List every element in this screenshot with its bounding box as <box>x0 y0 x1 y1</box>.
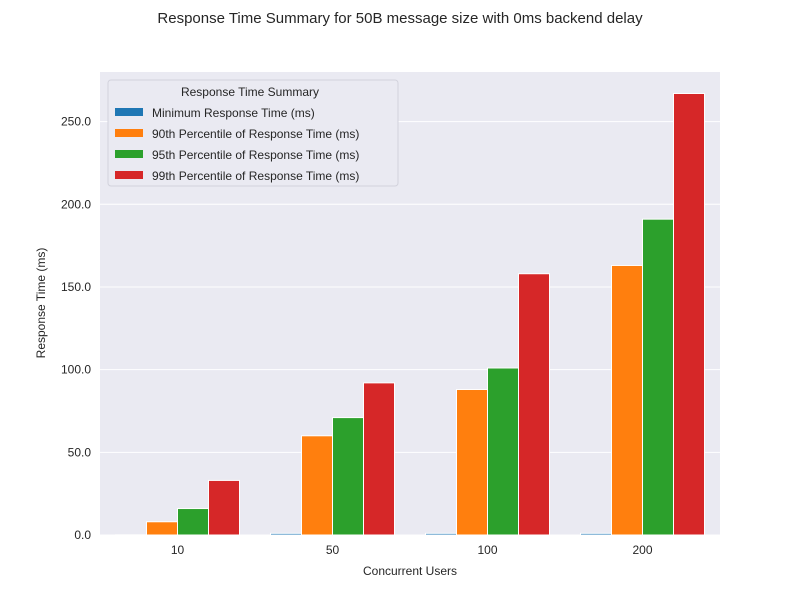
chart-title: Response Time Summary for 50B message si… <box>157 10 643 27</box>
y-tick-label: 0.0 <box>74 528 91 542</box>
legend-box <box>107 79 399 187</box>
x-tick-label: 100 <box>477 543 497 557</box>
x-axis: 10 50 100 200 <box>171 543 653 557</box>
bar-100-series-1 <box>425 532 457 536</box>
bar-100-series-4 <box>518 273 550 536</box>
y-tick-label: 250.0 <box>61 115 91 129</box>
bar-10-series-2 <box>146 521 178 536</box>
legend-swatch-series-2 <box>115 129 143 137</box>
bar-10-series-4 <box>208 479 240 536</box>
legend-items: Minimum Response Time (ms) 90th Percentil… <box>115 106 359 183</box>
legend-label-series-2: 90th Percentile of Response Time (ms) <box>152 127 359 141</box>
bar-100-series-3 <box>487 367 519 536</box>
bar-200-series-3 <box>642 218 674 536</box>
bar-50-series-1 <box>270 532 302 536</box>
y-tick-label: 200.0 <box>61 197 91 211</box>
legend-swatch-series-4 <box>115 171 143 179</box>
legend-swatch-series-1 <box>115 108 143 116</box>
x-tick-label: 200 <box>632 543 652 557</box>
x-axis-label: Concurrent Users <box>363 564 457 578</box>
y-tick-label: 150.0 <box>61 280 91 294</box>
bar-10-series-3 <box>177 508 209 536</box>
legend-title: Response Time Summary <box>181 85 319 99</box>
x-tick-label: 50 <box>326 543 340 557</box>
legend-label-series-3: 95th Percentile of Response Time (ms) <box>152 148 359 162</box>
bar-200-series-1 <box>580 532 612 536</box>
legend-swatch-series-3 <box>115 150 143 158</box>
bars <box>115 92 705 536</box>
bar-100-series-2 <box>456 388 488 536</box>
bar-200-series-4 <box>673 92 705 536</box>
x-tick-label: 10 <box>171 543 185 557</box>
legend: Response Time Summary Minimum Response T… <box>107 79 399 187</box>
y-tick-label: 100.0 <box>61 363 91 377</box>
bar-200-series-2 <box>611 264 643 536</box>
y-tick-label: 50.0 <box>68 445 92 459</box>
y-axis-label: Response Time (ms) <box>34 248 48 359</box>
bar-50-series-4 <box>363 382 395 536</box>
bar-50-series-2 <box>301 435 333 536</box>
bar-50-series-3 <box>332 417 364 536</box>
y-axis: 0.0 50.0 100.0 150.0 200.0 250.0 <box>61 115 91 542</box>
legend-label-series-4: 99th Percentile of Response Time (ms) <box>152 169 359 183</box>
legend-label-series-1: Minimum Response Time (ms) <box>152 106 315 120</box>
